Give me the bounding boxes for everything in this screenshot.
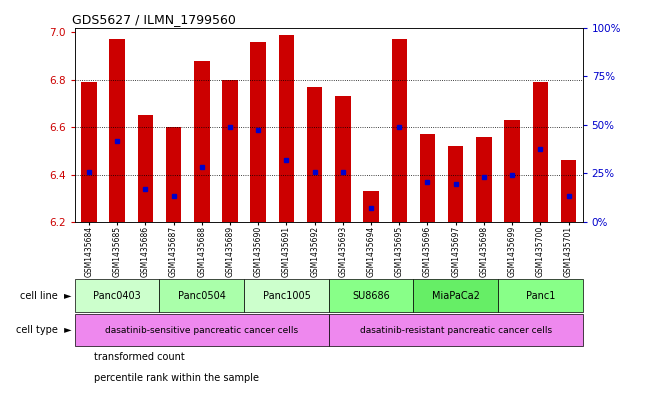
Bar — [413, 279, 498, 312]
Bar — [194, 61, 210, 222]
Bar — [329, 314, 583, 346]
Bar — [448, 146, 464, 222]
Bar — [244, 279, 329, 312]
Text: GDS5627 / ILMN_1799560: GDS5627 / ILMN_1799560 — [72, 13, 236, 26]
Text: Panc0504: Panc0504 — [178, 291, 226, 301]
Bar — [363, 191, 379, 222]
Bar — [391, 39, 407, 222]
Bar — [476, 137, 492, 222]
Text: cell line  ►: cell line ► — [20, 291, 72, 301]
Bar — [81, 82, 97, 222]
Text: Panc0403: Panc0403 — [93, 291, 141, 301]
Bar — [498, 279, 583, 312]
Bar — [335, 96, 351, 222]
Bar — [251, 42, 266, 222]
Text: MiaPaCa2: MiaPaCa2 — [432, 291, 480, 301]
Bar — [279, 35, 294, 222]
Bar — [109, 39, 125, 222]
Bar — [561, 160, 576, 222]
Text: percentile rank within the sample: percentile rank within the sample — [94, 373, 259, 383]
Text: transformed count: transformed count — [94, 352, 185, 362]
Bar — [222, 80, 238, 222]
Bar — [75, 314, 329, 346]
Text: dasatinib-resistant pancreatic cancer cells: dasatinib-resistant pancreatic cancer ce… — [359, 326, 552, 334]
Bar — [533, 82, 548, 222]
Text: dasatinib-sensitive pancreatic cancer cells: dasatinib-sensitive pancreatic cancer ce… — [105, 326, 298, 334]
Text: cell type  ►: cell type ► — [16, 325, 72, 335]
Bar — [307, 87, 322, 222]
Bar — [420, 134, 436, 222]
Text: SU8686: SU8686 — [352, 291, 390, 301]
Text: Panc1: Panc1 — [525, 291, 555, 301]
Bar — [137, 115, 153, 222]
Bar — [159, 279, 244, 312]
Bar — [166, 127, 182, 222]
Text: Panc1005: Panc1005 — [262, 291, 311, 301]
Bar — [329, 279, 413, 312]
Bar — [75, 279, 159, 312]
Bar — [505, 120, 520, 222]
